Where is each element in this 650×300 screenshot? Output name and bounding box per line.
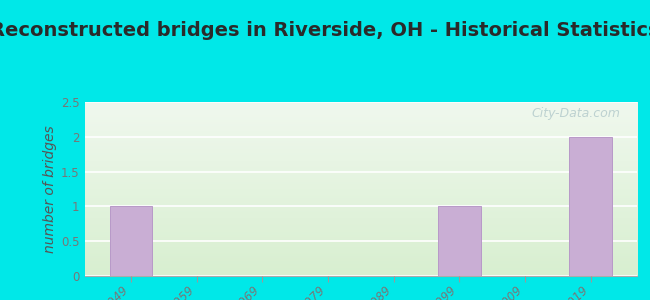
Y-axis label: number of bridges: number of bridges [43,125,57,253]
Bar [438,206,480,276]
Bar [569,137,612,276]
Bar [110,206,152,276]
Text: Reconstructed bridges in Riverside, OH - Historical Statistics: Reconstructed bridges in Riverside, OH -… [0,21,650,40]
Text: City-Data.com: City-Data.com [532,107,620,120]
